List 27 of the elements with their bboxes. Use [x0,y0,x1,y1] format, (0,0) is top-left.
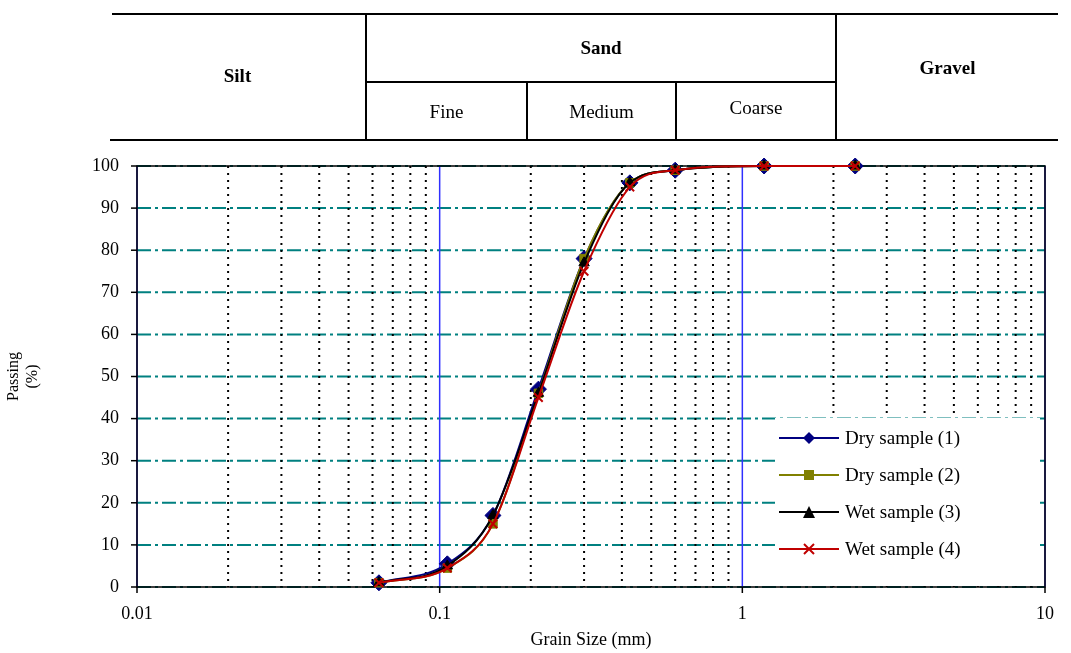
y-tick-label: 10 [101,533,119,554]
y-tick-label: 100 [92,154,119,175]
text: Coarse [728,97,784,119]
y-tick-label: 60 [101,323,119,344]
y-tick-label: 80 [101,238,119,259]
text: Medium [568,101,635,123]
y-tick-label: 30 [101,449,119,470]
y-tick-label: 20 [101,491,119,512]
legend-label: Dry sample (1) [845,426,961,449]
x-axis-title: Grain Size (mm) [530,628,652,650]
text: Gravel [918,57,977,79]
y-tick-label: 40 [101,407,119,428]
x-tick-label: 0.1 [428,602,451,623]
text: Silt [222,65,253,87]
legend-label: Wet sample (4) [845,537,961,560]
x-tick-label: 0.01 [121,602,153,623]
y-axis-title: Passing (%) [3,352,41,401]
y-tick-label: 50 [101,365,119,386]
text: Sand [579,37,623,59]
legend-label: Dry sample (2) [845,463,961,486]
legend-label: Wet sample (3) [845,500,961,523]
x-tick-label: 1 [737,602,747,623]
y-tick-label: 70 [101,281,119,302]
text: Fine [428,101,465,123]
y-tick-label: 0 [110,575,119,596]
y-tick-label: 90 [101,196,119,217]
x-tick-label: 10 [1036,602,1054,623]
